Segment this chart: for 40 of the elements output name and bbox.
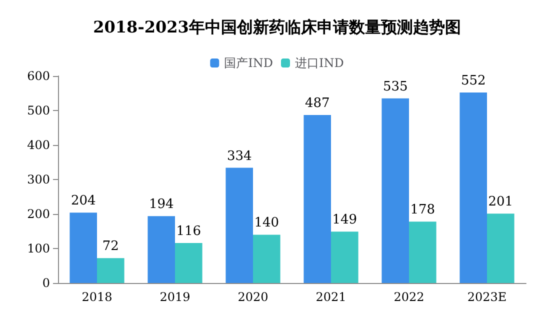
bar <box>148 216 175 283</box>
data-label: 140 <box>254 216 280 231</box>
y-tick-label: 400 <box>27 138 50 152</box>
bar <box>460 92 487 283</box>
legend-label: 进口IND <box>295 56 344 70</box>
bar <box>331 232 358 283</box>
data-label: 334 <box>226 148 252 164</box>
bar <box>304 114 331 283</box>
data-label: 194 <box>148 197 174 212</box>
data-label: 204 <box>70 194 96 209</box>
data-label: 72 <box>102 239 119 254</box>
y-tick-label: 200 <box>27 207 50 221</box>
data-label: 487 <box>304 96 330 111</box>
data-label: 178 <box>410 202 436 218</box>
x-tick-label: 2023E <box>467 290 507 304</box>
bar <box>487 214 514 283</box>
data-label: 552 <box>460 74 486 89</box>
data-label: 535 <box>382 79 408 94</box>
bar <box>253 234 280 283</box>
y-tick-label: 500 <box>27 104 50 118</box>
x-tick-label: 2021 <box>316 290 346 304</box>
x-tick-label: 2020 <box>238 290 268 304</box>
y-tick-label: 600 <box>27 69 50 83</box>
data-label: 149 <box>332 212 358 228</box>
x-tick-label: 2019 <box>160 290 190 304</box>
y-tick-label: 300 <box>27 172 50 186</box>
bar <box>409 222 436 283</box>
legend-label: 国产IND <box>224 56 274 70</box>
bar <box>97 258 124 283</box>
bar <box>70 212 97 283</box>
chart-title: 2018-2023年中国创新药临床申请数量预测趋势图 <box>93 18 461 36</box>
y-tick-label: 0 <box>42 276 50 290</box>
x-tick-label: 2022 <box>394 290 424 304</box>
y-tick-label: 100 <box>27 242 50 256</box>
bar <box>226 168 253 283</box>
x-tick-label: 2018 <box>82 290 112 304</box>
bar <box>175 242 202 283</box>
data-label: 116 <box>176 224 202 239</box>
data-label: 201 <box>488 194 514 210</box>
bar <box>382 98 409 283</box>
